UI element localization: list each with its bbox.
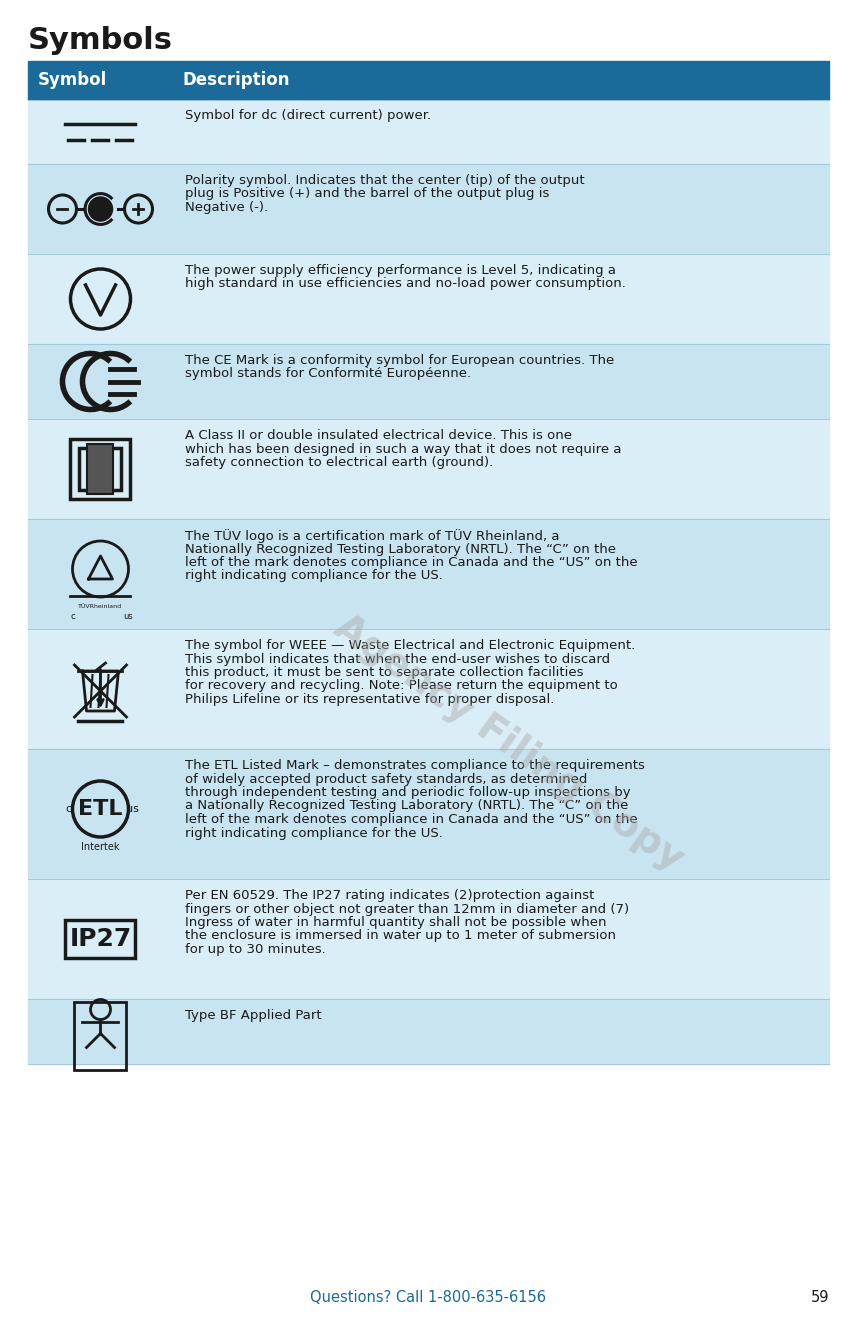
Text: for recovery and recycling. Note: Please return the equipment to: for recovery and recycling. Note: Please… <box>185 679 618 692</box>
Bar <box>28 998 829 1063</box>
Text: Negative (-).: Negative (-). <box>185 202 268 213</box>
Text: Symbols: Symbols <box>28 27 173 54</box>
Text: Questions? Call 1-800-635-6156: Questions? Call 1-800-635-6156 <box>310 1290 547 1306</box>
Text: 59: 59 <box>811 1290 829 1306</box>
Text: which has been designed in such a way that it does not require a: which has been designed in such a way th… <box>185 443 621 456</box>
Text: safety connection to electrical earth (ground).: safety connection to electrical earth (g… <box>185 456 494 469</box>
Bar <box>28 99 829 164</box>
Text: right indicating compliance for the US.: right indicating compliance for the US. <box>185 826 443 839</box>
Text: The CE Mark is a conformity symbol for European countries. The: The CE Mark is a conformity symbol for E… <box>185 354 614 367</box>
Text: Ingress of water in harmful quantity shall not be possible when: Ingress of water in harmful quantity sha… <box>185 916 607 930</box>
Text: ETL: ETL <box>78 800 123 819</box>
Text: us: us <box>126 804 139 814</box>
Text: right indicating compliance for the US.: right indicating compliance for the US. <box>185 569 443 582</box>
Text: us: us <box>123 613 134 621</box>
Text: Type BF Applied Part: Type BF Applied Part <box>185 1009 321 1022</box>
Text: The symbol for WEEE — Waste Electrical and Electronic Equipment.: The symbol for WEEE — Waste Electrical a… <box>185 639 635 652</box>
Bar <box>28 879 829 998</box>
Text: through independent testing and periodic follow-up inspections by: through independent testing and periodic… <box>185 786 631 800</box>
Bar <box>28 343 829 419</box>
Bar <box>28 749 829 879</box>
Text: a Nationally Recognized Testing Laboratory (NRTL). The “C” on the: a Nationally Recognized Testing Laborato… <box>185 800 628 813</box>
Text: Symbol: Symbol <box>38 72 107 89</box>
Bar <box>28 518 829 629</box>
Text: TÜVRheinland: TÜVRheinland <box>79 605 123 609</box>
Text: Agency Filing Copy: Agency Filing Copy <box>327 607 691 878</box>
Bar <box>70 439 130 499</box>
Text: Symbol for dc (direct current) power.: Symbol for dc (direct current) power. <box>185 109 431 122</box>
Text: This symbol indicates that when the end-user wishes to discard: This symbol indicates that when the end-… <box>185 652 610 666</box>
Text: of widely accepted product safety standards, as determined: of widely accepted product safety standa… <box>185 773 587 785</box>
Bar <box>28 419 829 518</box>
Text: left of the mark denotes compliance in Canada and the “US” on the: left of the mark denotes compliance in C… <box>185 813 638 826</box>
Text: Philips Lifeline or its representative for proper disposal.: Philips Lifeline or its representative f… <box>185 693 554 705</box>
Text: left of the mark denotes compliance in Canada and the “US” on the: left of the mark denotes compliance in C… <box>185 556 638 569</box>
Bar <box>75 1001 127 1070</box>
Bar <box>28 164 829 255</box>
Bar <box>28 629 829 749</box>
Text: c: c <box>65 804 72 814</box>
Text: The power supply efficiency performance is Level 5, indicating a: The power supply efficiency performance … <box>185 264 616 277</box>
Text: Nationally Recognized Testing Laboratory (NRTL). The “C” on the: Nationally Recognized Testing Laboratory… <box>185 542 616 556</box>
Circle shape <box>89 198 111 220</box>
Text: high standard in use efficiencies and no-load power consumption.: high standard in use efficiencies and no… <box>185 277 626 290</box>
Text: symbol stands for Conformité Européenne.: symbol stands for Conformité Européenne. <box>185 367 471 381</box>
Text: Polarity symbol. Indicates that the center (tip) of the output: Polarity symbol. Indicates that the cent… <box>185 174 584 187</box>
Text: IP27: IP27 <box>69 927 132 951</box>
Bar <box>65 920 135 957</box>
Text: The TÜV logo is a certification mark of TÜV Rheinland, a: The TÜV logo is a certification mark of … <box>185 529 560 542</box>
Text: the enclosure is immersed in water up to 1 meter of submersion: the enclosure is immersed in water up to… <box>185 930 616 943</box>
Text: Per EN 60529. The IP27 rating indicates (2)protection against: Per EN 60529. The IP27 rating indicates … <box>185 888 595 902</box>
Text: c: c <box>70 613 75 621</box>
Bar <box>80 448 122 491</box>
Text: Intertek: Intertek <box>81 842 120 853</box>
Bar <box>28 255 829 343</box>
Text: plug is Positive (+) and the barrel of the output plug is: plug is Positive (+) and the barrel of t… <box>185 187 549 200</box>
Text: this product, it must be sent to separate collection facilities: this product, it must be sent to separat… <box>185 666 584 679</box>
Bar <box>28 61 829 99</box>
Text: Description: Description <box>183 72 291 89</box>
Text: fingers or other object not greater than 12mm in diameter and (7): fingers or other object not greater than… <box>185 903 629 915</box>
Bar <box>87 444 113 495</box>
Text: A Class II or double insulated electrical device. This is one: A Class II or double insulated electrica… <box>185 430 572 442</box>
Text: for up to 30 minutes.: for up to 30 minutes. <box>185 943 326 956</box>
Text: The ETL Listed Mark – demonstrates compliance to the requirements: The ETL Listed Mark – demonstrates compl… <box>185 758 644 772</box>
